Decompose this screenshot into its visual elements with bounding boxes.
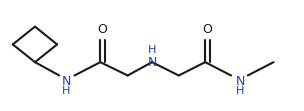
- Text: O: O: [98, 23, 107, 37]
- Text: N: N: [62, 74, 71, 88]
- Text: H: H: [62, 86, 71, 96]
- Text: N: N: [147, 56, 157, 69]
- Text: N: N: [236, 74, 245, 88]
- Text: H: H: [236, 86, 244, 96]
- Text: O: O: [202, 23, 212, 37]
- Text: H: H: [148, 45, 156, 55]
